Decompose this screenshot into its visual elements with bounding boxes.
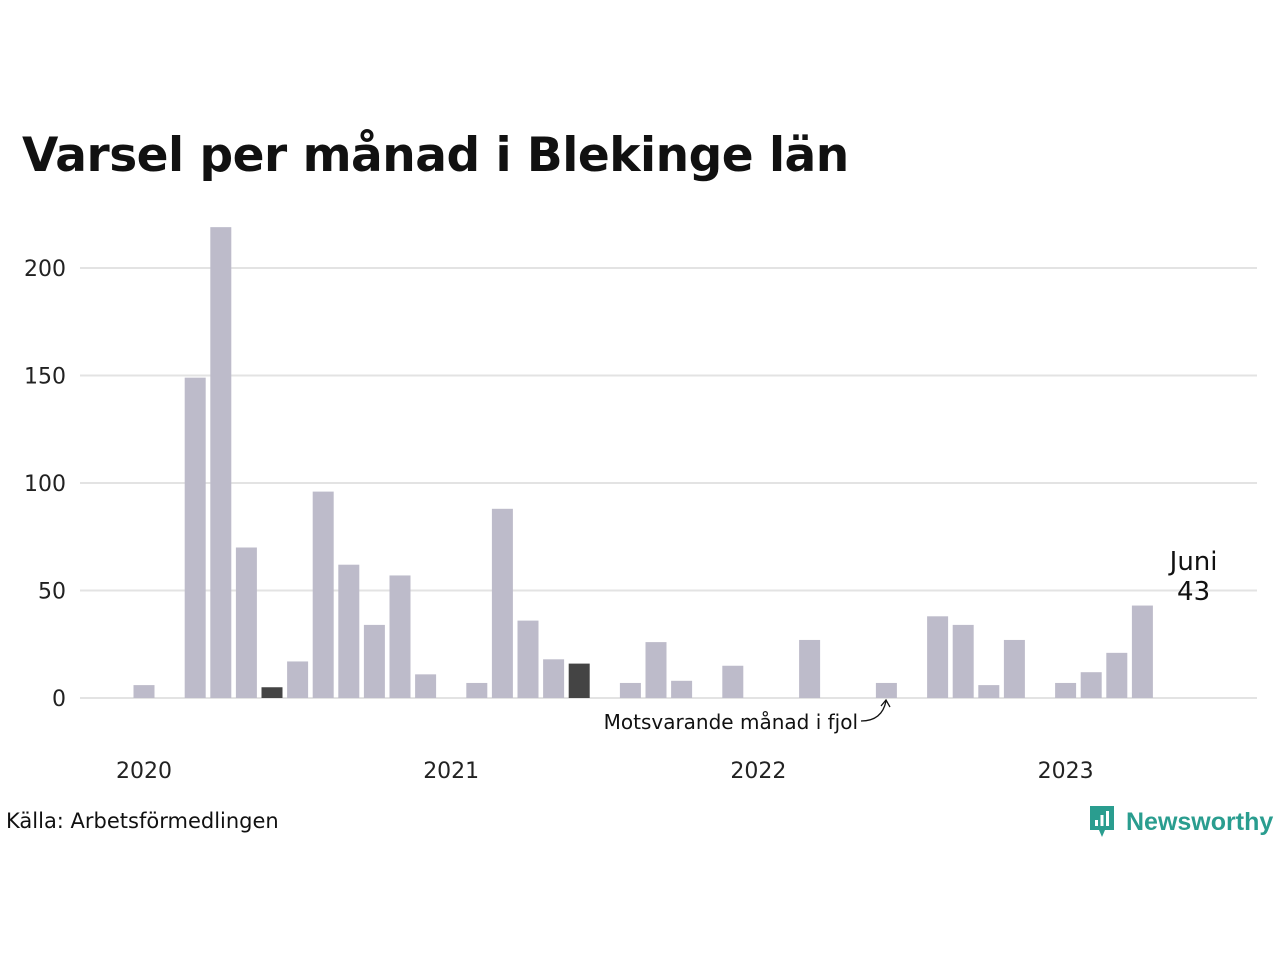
bar-2020-05 <box>235 547 257 698</box>
bar-2020-08 <box>312 491 334 698</box>
bar-2022-06 <box>875 682 897 698</box>
bar-2021-05 <box>543 659 565 698</box>
bar-2020-10 <box>363 624 385 698</box>
bar-2022-08 <box>927 616 949 698</box>
bar-2021-06 <box>568 663 590 698</box>
bar-2021-04 <box>517 620 539 698</box>
bar-2022-03 <box>799 639 821 698</box>
bar-2020-12 <box>415 674 437 698</box>
bar-2021-10 <box>671 680 693 698</box>
y-tick-label: 150 <box>24 365 66 390</box>
y-tick-label: 0 <box>52 687 66 712</box>
source-note: Källa: Arbetsförmedlingen <box>6 809 279 833</box>
chart-title: Varsel per månad i Blekinge län <box>22 128 849 183</box>
bar-2021-03 <box>491 508 513 698</box>
x-tick-label-2020: 2020 <box>116 759 172 784</box>
annotation-arrowhead <box>880 698 891 708</box>
annotation-arrow <box>860 700 887 722</box>
x-tick-label-2022: 2022 <box>730 759 786 784</box>
highlight-month-label: Juni <box>1168 547 1218 577</box>
y-tick-label: 50 <box>38 580 66 605</box>
bar-2020-03 <box>184 377 206 698</box>
y-axis-labels: 0 50 100 150 200 <box>24 257 66 712</box>
brand-logo: Newsworthy <box>1088 804 1273 840</box>
bar-2021-08 <box>619 682 641 698</box>
bar-2021-12 <box>722 665 744 698</box>
x-axis-labels: 2020 2021 2022 2023 <box>116 759 1094 784</box>
bar-2020-07 <box>287 661 309 698</box>
bar-2020-09 <box>338 564 360 698</box>
highlight-value-label: 43 <box>1177 577 1210 607</box>
newsworthy-logo-icon <box>1090 806 1114 837</box>
bar-2022-11 <box>1003 639 1025 698</box>
annotation: Motsvarande månad i fjol <box>604 698 891 734</box>
brand-name: Newsworthy <box>1126 807 1274 836</box>
x-tick-label-2021: 2021 <box>423 759 479 784</box>
bar-2021-02 <box>466 682 488 698</box>
bar-2020-04 <box>210 227 232 698</box>
bar-2022-09 <box>952 624 974 698</box>
bar-2020-01 <box>133 685 155 698</box>
bar-2023-04 <box>1131 605 1153 698</box>
bars <box>133 227 1153 698</box>
annotation-text: Motsvarande månad i fjol <box>604 710 858 734</box>
x-tick-label-2023: 2023 <box>1038 759 1094 784</box>
bar-2020-06 <box>261 687 283 698</box>
bar-2023-02 <box>1080 672 1102 698</box>
bar-2023-01 <box>1055 682 1077 698</box>
bar-2021-09 <box>645 642 667 698</box>
y-tick-label: 200 <box>24 257 66 282</box>
bar-2023-03 <box>1106 652 1128 698</box>
bar-2022-10 <box>978 685 1000 698</box>
bar-2020-11 <box>389 575 411 698</box>
y-tick-label: 100 <box>24 472 66 497</box>
